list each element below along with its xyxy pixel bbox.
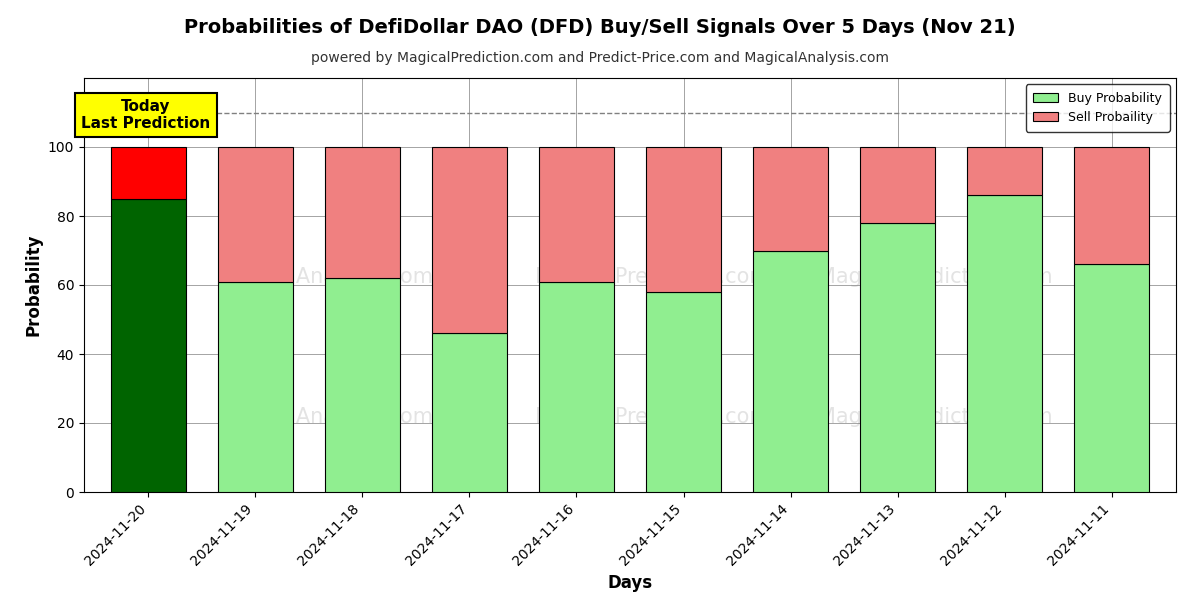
Bar [432, 333, 506, 492]
Text: MagicalPrediction.com: MagicalPrediction.com [818, 267, 1054, 287]
Bar [646, 292, 721, 492]
Bar [754, 147, 828, 251]
Text: MagicalPrediction.com: MagicalPrediction.com [534, 407, 769, 427]
Text: MagicalAnalysis.com: MagicalAnalysis.com [216, 267, 433, 287]
Bar [432, 147, 506, 333]
Bar [218, 147, 293, 281]
Bar [860, 223, 935, 492]
X-axis label: Days: Days [607, 574, 653, 592]
Bar [754, 251, 828, 492]
Bar [967, 195, 1042, 492]
Text: MagicalPrediction.com: MagicalPrediction.com [534, 267, 769, 287]
Text: Today
Last Prediction: Today Last Prediction [82, 98, 211, 131]
Text: powered by MagicalPrediction.com and Predict-Price.com and MagicalAnalysis.com: powered by MagicalPrediction.com and Pre… [311, 51, 889, 65]
Bar [325, 147, 400, 278]
Bar [110, 147, 186, 199]
Y-axis label: Probability: Probability [24, 234, 42, 336]
Legend: Buy Probability, Sell Probaility: Buy Probability, Sell Probaility [1026, 84, 1170, 131]
Bar [218, 281, 293, 492]
Bar [110, 199, 186, 492]
Bar [1074, 147, 1150, 264]
Bar [860, 147, 935, 223]
Text: MagicalPrediction.com: MagicalPrediction.com [818, 407, 1054, 427]
Bar [967, 147, 1042, 195]
Text: MagicalAnalysis.com: MagicalAnalysis.com [216, 407, 433, 427]
Bar [325, 278, 400, 492]
Bar [646, 147, 721, 292]
Text: Probabilities of DefiDollar DAO (DFD) Buy/Sell Signals Over 5 Days (Nov 21): Probabilities of DefiDollar DAO (DFD) Bu… [184, 18, 1016, 37]
Bar [1074, 264, 1150, 492]
Bar [539, 281, 614, 492]
Bar [539, 147, 614, 281]
